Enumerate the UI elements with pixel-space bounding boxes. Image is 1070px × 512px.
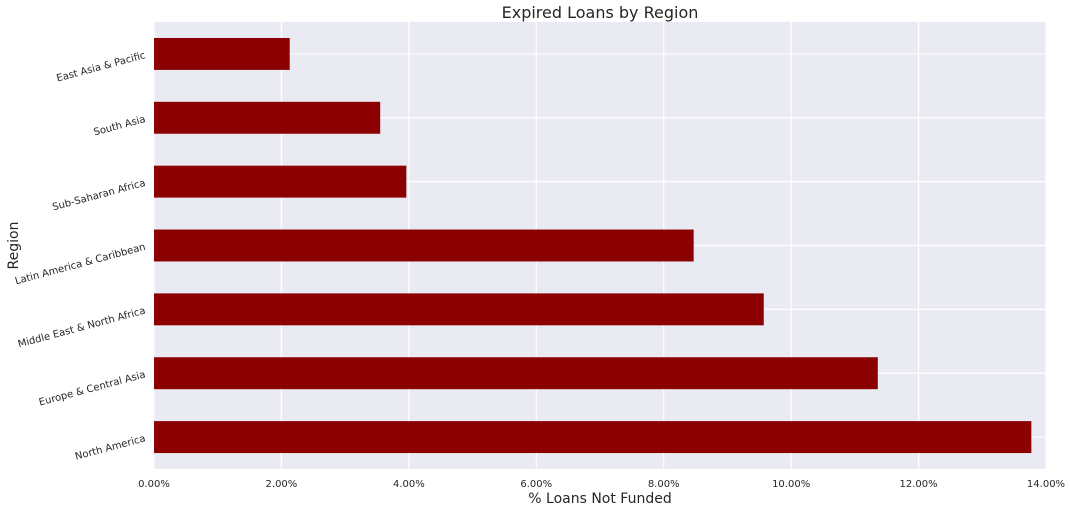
bars-group [154, 37, 1032, 454]
bar-north-america [154, 421, 1032, 454]
x-tick-label: 6.00% [520, 479, 552, 490]
y-category-label: East Asia & Pacific [55, 50, 146, 84]
y-category-label: South Asia [93, 114, 147, 138]
y-category-label: Europe & Central Asia [38, 369, 147, 408]
x-tick-label: 12.00% [900, 479, 938, 490]
y-axis-categories: East Asia & Pacific South Asia Sub-Saharan… [14, 50, 147, 463]
x-tick-label: 0.00% [138, 479, 170, 490]
x-axis-ticks: 0.00% 2.00% 4.00% 6.00% 8.00% 10.00% 12.00% 14.… [138, 479, 1065, 490]
bar-europe-central-asia [154, 357, 878, 390]
y-category-label: Sub-Saharan Africa [51, 178, 146, 213]
y-category-label: North America [74, 433, 147, 462]
chart-title: Expired Loans by Region [502, 3, 699, 22]
x-tick-label: 4.00% [393, 479, 425, 490]
y-category-label: Middle East & North Africa [17, 306, 147, 351]
bar-middle-east-north-africa [154, 293, 764, 326]
bar-latin-america-caribbean [154, 229, 694, 262]
y-category-label: Latin America & Caribbean [14, 242, 147, 287]
bar-sub-saharan-africa [154, 165, 407, 198]
x-tick-label: 2.00% [266, 479, 298, 490]
bar-south-asia [154, 101, 381, 134]
y-axis-label: Region [6, 222, 22, 270]
x-tick-label: 8.00% [648, 479, 680, 490]
bar-east-asia-pacific [154, 37, 290, 70]
x-axis-label: % Loans Not Funded [528, 491, 671, 507]
x-tick-label: 10.00% [772, 479, 810, 490]
x-tick-label: 14.00% [1027, 479, 1065, 490]
